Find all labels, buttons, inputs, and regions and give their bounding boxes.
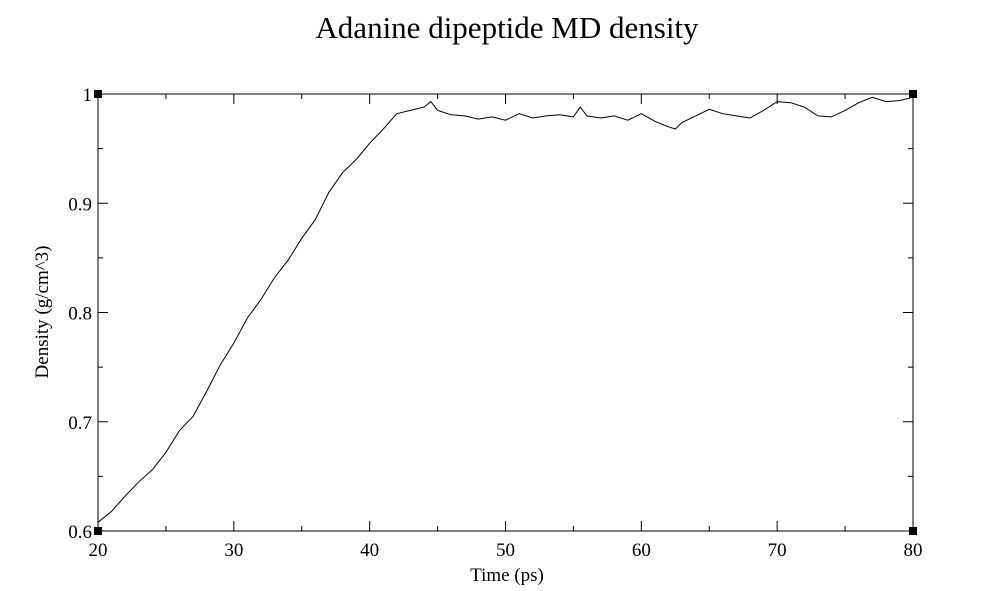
y-tick-label: 0.8: [68, 304, 92, 325]
y-tick-label: 0.7: [68, 413, 92, 434]
corner-handle-bottom-right[interactable]: [909, 527, 917, 535]
corner-handle-top-right[interactable]: [909, 90, 917, 98]
y-tick-label: 0.6: [68, 522, 92, 543]
chart-title: Adanine dipeptide MD density: [315, 10, 699, 45]
x-tick-label: 80: [904, 540, 923, 561]
y-ticks: 0.6 0.7 0.8 0.9 1: [68, 85, 913, 543]
y-axis-label: Density (g/cm^3): [32, 246, 53, 379]
y-tick-label: 1: [83, 85, 93, 106]
y-tick-label: 0.9: [68, 194, 92, 215]
x-tick-label: 70: [768, 540, 787, 561]
corner-handle-top-left[interactable]: [94, 90, 102, 98]
x-ticks: 20 30 40 50 60 70 80: [89, 94, 923, 561]
corner-handle-bottom-left[interactable]: [94, 527, 102, 535]
x-tick-label: 60: [632, 540, 651, 561]
x-tick-label: 20: [89, 540, 108, 561]
plot-frame: [97, 93, 914, 532]
x-tick-label: 40: [360, 540, 379, 561]
x-tick-label: 30: [224, 540, 243, 561]
x-axis-label: Time (ps): [470, 565, 544, 586]
x-tick-label: 50: [496, 540, 515, 561]
series-line-density: [97, 96, 914, 523]
